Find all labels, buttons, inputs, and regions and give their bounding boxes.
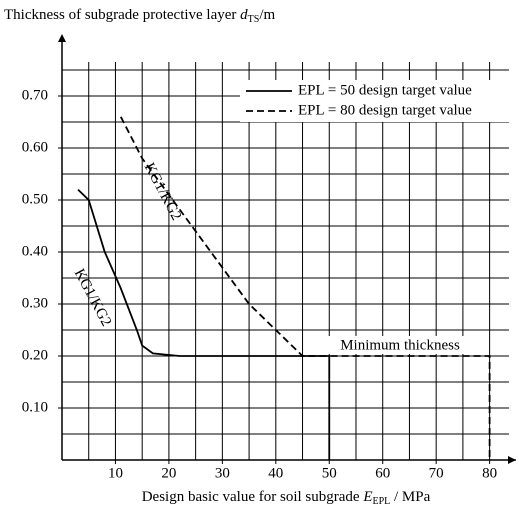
y-axis-label: Thickness of subgrade protective layer d… (4, 7, 276, 25)
y-tick-label: 0.20 (22, 347, 48, 363)
x-tick-label: 30 (215, 465, 230, 481)
x-tick-label: 60 (375, 465, 390, 481)
y-tick-label: 0.50 (22, 191, 48, 207)
x-tick-label: 70 (429, 465, 444, 481)
annotation: KG1/KG2 (71, 266, 114, 329)
annotation-bg (320, 336, 480, 354)
x-tick-label: 20 (161, 465, 176, 481)
y-tick-label: 0.10 (22, 399, 48, 415)
y-tick-label: 0.70 (22, 87, 48, 103)
legend-box (240, 80, 514, 122)
legend-label: EPL = 50 design target value (298, 82, 472, 98)
legend: EPL = 50 design target value EPL = 80 des… (240, 80, 514, 122)
y-tick-label: 0.40 (22, 243, 48, 259)
y-axis-arrow (58, 34, 66, 42)
x-tick-label: 10 (108, 465, 123, 481)
legend-label: EPL = 80 design target value (298, 102, 472, 118)
annotation: Minimum thickness (340, 337, 460, 353)
annotation: KG1/KG2 (141, 160, 184, 223)
x-axis-label: Design basic value for soil subgrade EEP… (142, 489, 431, 507)
x-axis-arrow (508, 456, 516, 464)
series-line (119, 116, 491, 460)
series-line (77, 188, 331, 460)
y-tick-label: 0.30 (22, 295, 48, 311)
x-tick-label: 50 (322, 465, 337, 481)
x-tick-label: 80 (482, 465, 497, 481)
x-tick-label: 40 (268, 465, 283, 481)
y-tick-label: 0.60 (22, 139, 48, 155)
